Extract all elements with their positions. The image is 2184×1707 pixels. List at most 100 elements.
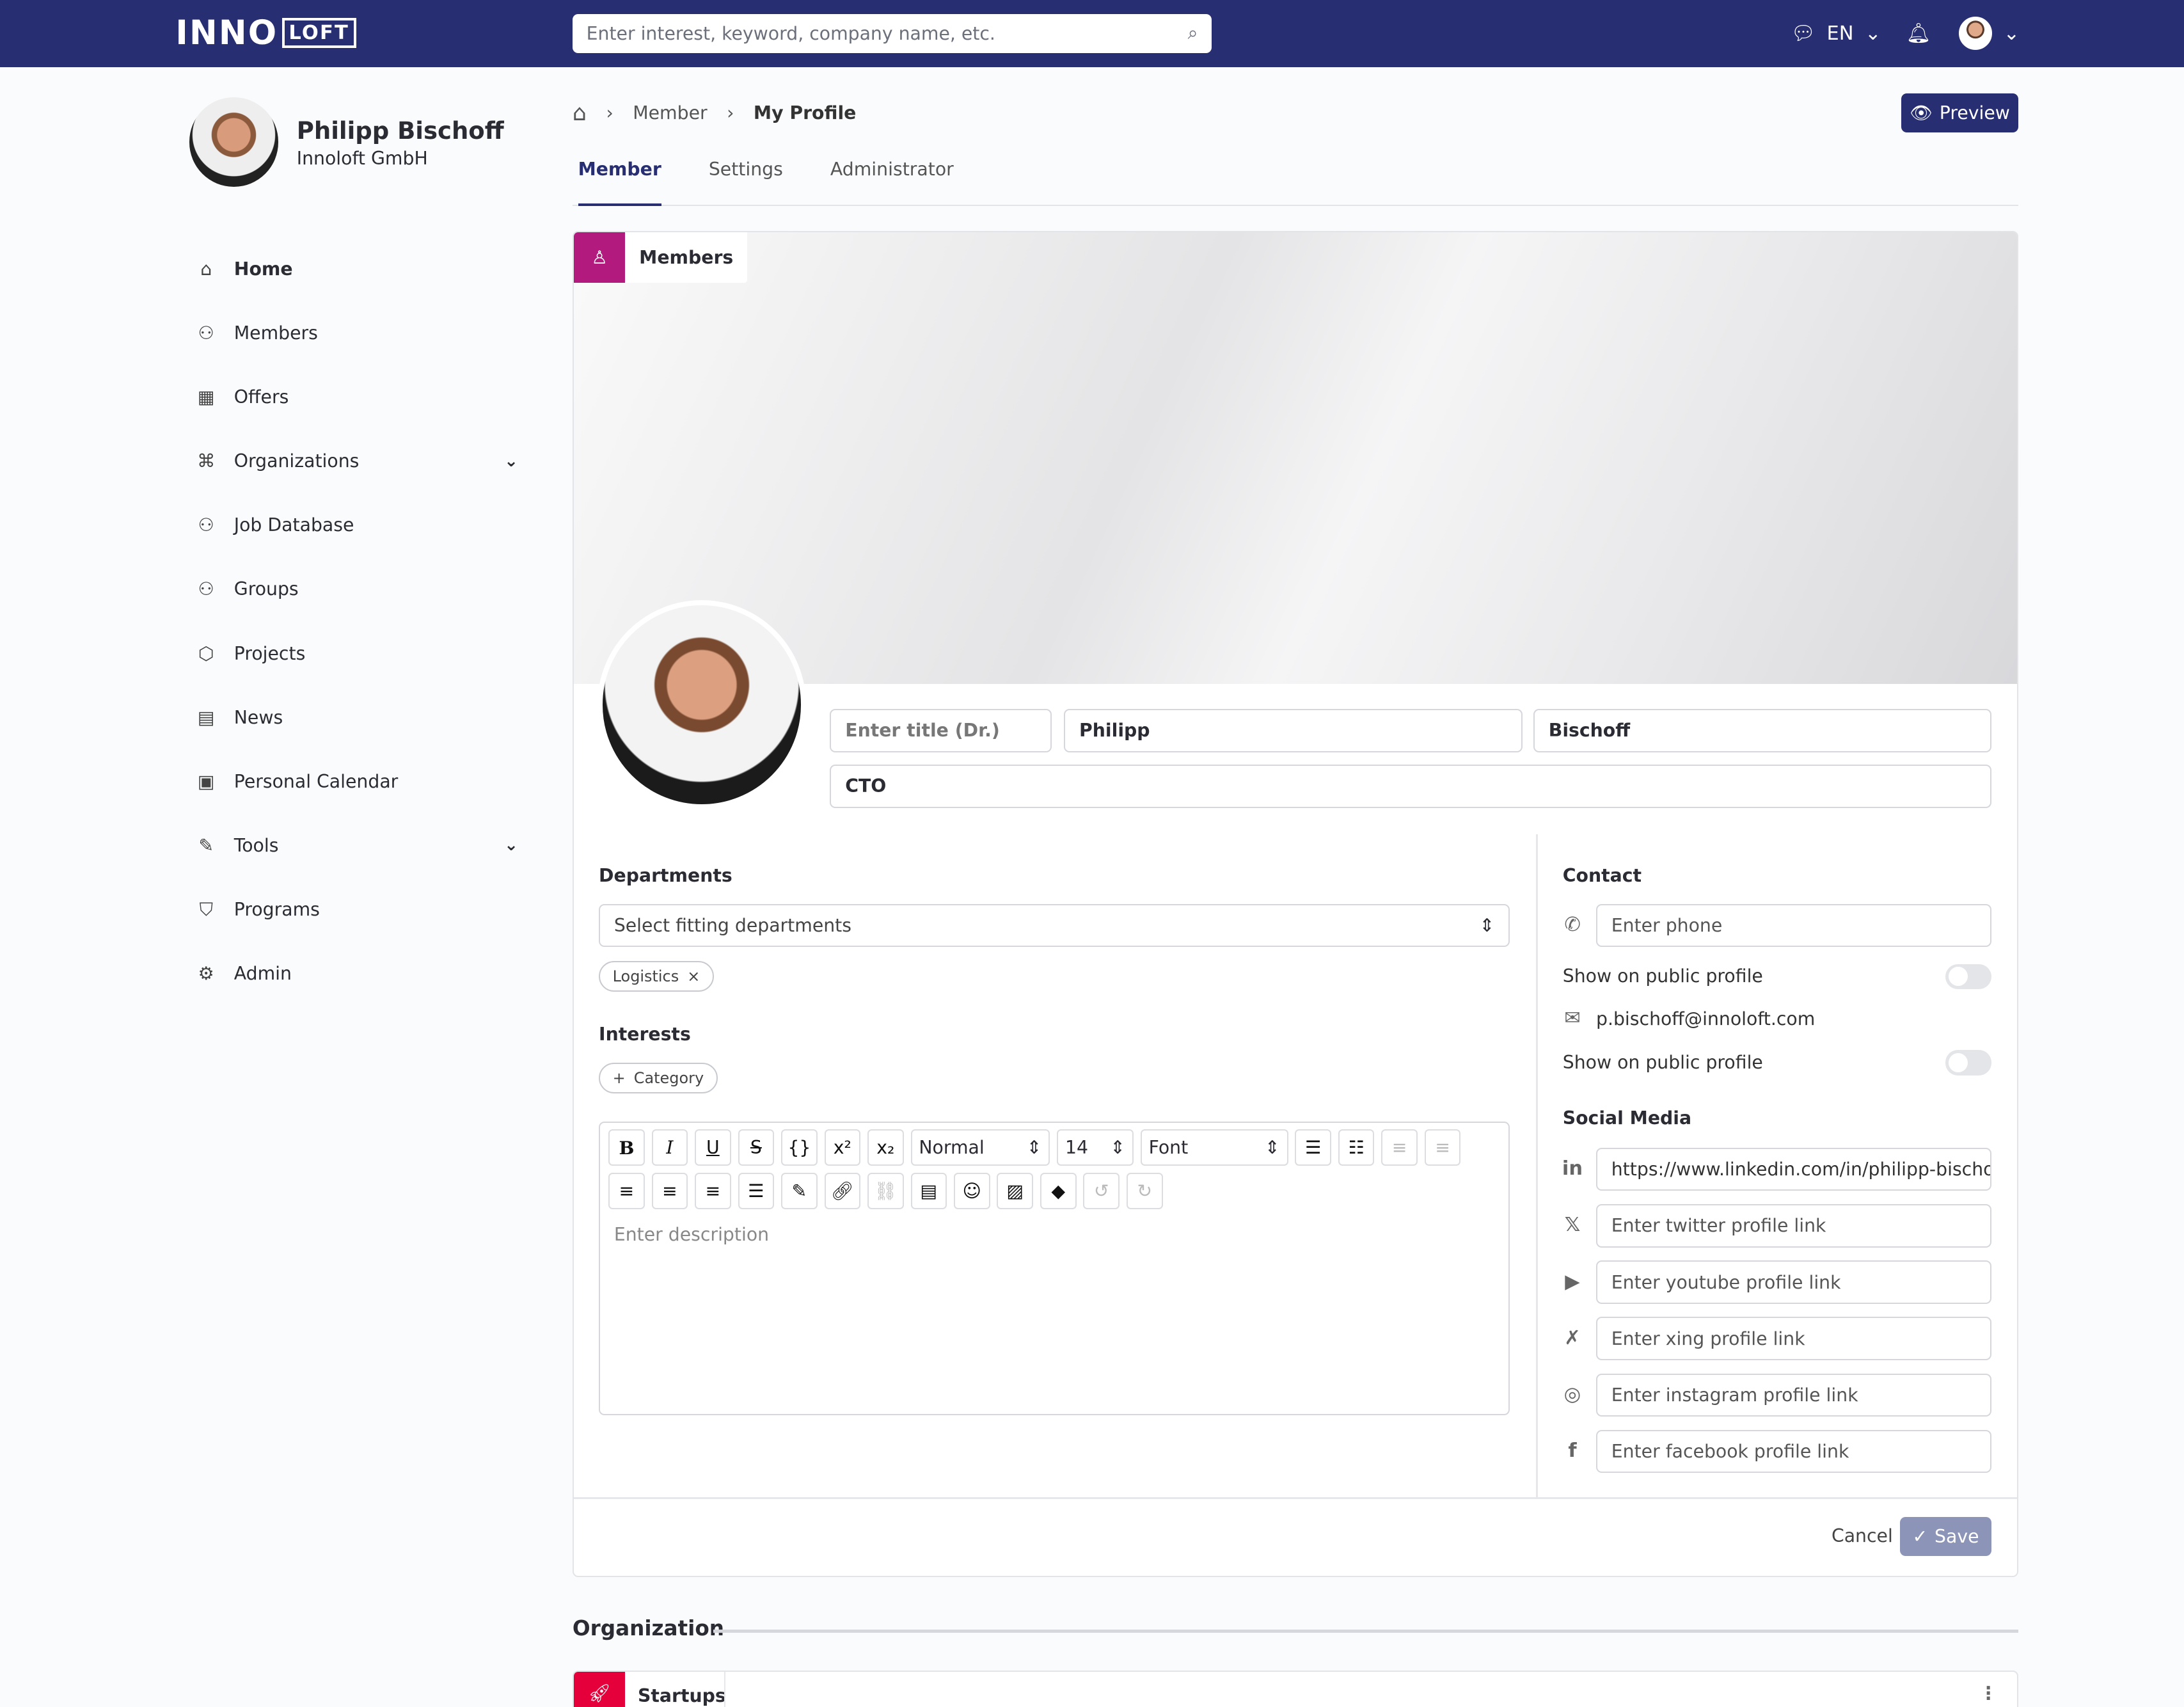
phone-field[interactable]: Enter phone xyxy=(1595,903,1992,948)
mail-icon: ✉ xyxy=(1564,1007,1581,1029)
bullet-list-icon[interactable]: ☰ xyxy=(1295,1129,1331,1166)
chevron-down-icon[interactable]: ⌄ xyxy=(504,451,518,471)
last-name-field[interactable]: Bischoff xyxy=(1533,709,1992,752)
title-field[interactable]: Enter title (Dr.) xyxy=(830,709,1052,752)
xing-field[interactable]: Enter xing profile link xyxy=(1595,1317,1992,1360)
contact-label: Contact xyxy=(1562,864,1642,886)
align-left-icon[interactable]: ≡ xyxy=(608,1172,645,1209)
save-button[interactable]: ✓ Save xyxy=(1899,1516,1992,1556)
sidebar-item-job-database[interactable]: ⚇ Job Database xyxy=(189,493,524,557)
image-icon[interactable]: ▨ xyxy=(997,1172,1034,1209)
underline-button[interactable]: U xyxy=(695,1129,731,1166)
tab-administrator[interactable]: Administrator xyxy=(830,159,954,180)
sidebar-item-label: Home xyxy=(233,258,293,280)
search-icon[interactable]: ⌕ xyxy=(1187,22,1198,44)
embed-icon[interactable]: ▤ xyxy=(910,1172,947,1209)
twitter-value: Enter twitter profile link xyxy=(1611,1215,1826,1237)
personal-calendar-icon: ▣ xyxy=(197,770,215,792)
align-center-icon[interactable]: ≡ xyxy=(651,1172,688,1209)
sidebar-item-groups[interactable]: ⚇ Groups xyxy=(189,557,524,621)
sidebar-item-label: Members xyxy=(233,322,318,344)
sidebar-item-programs[interactable]: ⛉ Programs xyxy=(189,878,524,942)
sidebar-item-projects[interactable]: ⬡ Projects xyxy=(189,621,524,685)
emoji-icon[interactable]: ☺ xyxy=(953,1172,990,1209)
first-name-field[interactable]: Philipp xyxy=(1064,709,1523,752)
sidebar-item-members[interactable]: ⚇ Members xyxy=(189,301,524,365)
search-input[interactable]: Enter interest, keyword, company name, e… xyxy=(572,13,1212,53)
cover-image[interactable] xyxy=(573,232,2017,684)
youtube-icon: ▶ xyxy=(1565,1270,1580,1293)
profile-picture[interactable] xyxy=(597,600,807,809)
sidebar-item-label: News xyxy=(233,706,283,728)
xing-value: Enter xing profile link xyxy=(1611,1328,1805,1349)
indent-icon[interactable]: ≡ xyxy=(1381,1129,1418,1166)
superscript-button[interactable]: x² xyxy=(824,1129,861,1166)
align-right-icon[interactable]: ≡ xyxy=(695,1172,731,1209)
profile-card: ♙ Members Enter title (Dr.) Philipp Bisch… xyxy=(572,231,2018,1577)
sidebar-item-organizations[interactable]: ⌘ Organizations ⌄ xyxy=(189,429,524,493)
description-input[interactable]: Enter description xyxy=(613,1224,770,1246)
font-select[interactable]: Font ⇕ xyxy=(1140,1129,1288,1166)
tab-member[interactable]: Member xyxy=(578,150,661,207)
chevron-down-icon[interactable]: ⌄ xyxy=(504,836,518,855)
logo[interactable]: INNO LOFT xyxy=(175,14,356,52)
language-select[interactable]: EN xyxy=(1826,22,1854,45)
strikethrough-button[interactable]: S xyxy=(738,1129,775,1166)
subscript-button[interactable]: x₂ xyxy=(867,1129,904,1166)
linkedin-field[interactable]: https://www.linkedin.com/in/philipp-bisc… xyxy=(1595,1147,1992,1191)
eraser-icon[interactable]: ◆ xyxy=(1040,1172,1077,1209)
avatar[interactable] xyxy=(1958,17,1993,51)
chevron-down-icon[interactable]: ⌄ xyxy=(2003,22,2020,45)
divider xyxy=(573,1497,2017,1499)
facebook-value: Enter facebook profile link xyxy=(1611,1441,1849,1463)
italic-button[interactable]: I xyxy=(651,1129,688,1166)
departments-select[interactable]: Select fitting departments ⇕ xyxy=(599,903,1510,948)
profile-name: Philipp Bischoff xyxy=(296,116,504,145)
font-size-select[interactable]: 14 ⇕ xyxy=(1057,1129,1134,1166)
position-field[interactable]: CTO xyxy=(830,765,1992,808)
instagram-field[interactable]: Enter instagram profile link xyxy=(1595,1373,1992,1417)
phone-icon: ✆ xyxy=(1564,914,1581,937)
show-email-toggle[interactable] xyxy=(1945,1050,1992,1076)
style-select[interactable]: Normal ⇕ xyxy=(910,1129,1050,1166)
sidebar-item-offers[interactable]: ▦ Offers xyxy=(189,365,524,429)
sidebar-item-home[interactable]: ⌂ Home xyxy=(189,237,524,301)
department-chip: Logistics × xyxy=(599,961,714,992)
chat-icon[interactable]: 💬︎ xyxy=(1791,22,1816,45)
unlink-icon[interactable]: ⛓ xyxy=(867,1172,904,1209)
undo-icon[interactable]: ↺ xyxy=(1083,1172,1120,1209)
home-icon[interactable]: ⌂ xyxy=(572,100,587,126)
sidebar-item-tools[interactable]: ✎ Tools ⌄ xyxy=(189,813,524,877)
twitter-field[interactable]: Enter twitter profile link xyxy=(1595,1204,1992,1248)
sidebar-item-label: Job Database xyxy=(233,514,354,536)
outdent-icon[interactable]: ≡ xyxy=(1424,1129,1461,1166)
color-picker-icon[interactable]: ✎ xyxy=(781,1172,818,1209)
sidebar-item-personal-calendar[interactable]: ▣ Personal Calendar xyxy=(189,749,524,813)
news-icon: ▤ xyxy=(197,706,215,728)
add-category-button[interactable]: + Category xyxy=(599,1063,718,1093)
sidebar-item-news[interactable]: ▤ News xyxy=(189,685,524,749)
first-name-value: Philipp xyxy=(1079,720,1150,742)
preview-button[interactable]: 👁︎ Preview xyxy=(1901,93,2018,132)
profile-avatar xyxy=(189,97,279,187)
email-value: p.bischoff@innoloft.com xyxy=(1595,1008,1816,1030)
title-placeholder: Enter title (Dr.) xyxy=(845,720,1000,742)
link-icon[interactable]: 🔗︎ xyxy=(824,1172,861,1209)
more-options-icon[interactable]: ⋮ xyxy=(1979,1682,1998,1704)
tab-settings[interactable]: Settings xyxy=(708,159,783,180)
bold-button[interactable]: B xyxy=(608,1129,645,1166)
numbered-list-icon[interactable]: ☷ xyxy=(1338,1129,1375,1166)
bell-icon[interactable]: 🔔︎ xyxy=(1906,22,1931,45)
redo-icon[interactable]: ↻ xyxy=(1126,1172,1163,1209)
last-name-value: Bischoff xyxy=(1548,720,1631,742)
facebook-field[interactable]: Enter facebook profile link xyxy=(1595,1429,1992,1473)
breadcrumb-member[interactable]: Member xyxy=(633,102,708,124)
youtube-field[interactable]: Enter youtube profile link xyxy=(1595,1260,1992,1304)
chevron-right-icon: › xyxy=(606,102,613,124)
sidebar-item-admin[interactable]: ⚙ Admin xyxy=(189,942,524,1006)
code-button[interactable]: {} xyxy=(781,1129,818,1166)
show-phone-toggle[interactable] xyxy=(1945,964,1992,989)
align-justify-icon[interactable]: ☰ xyxy=(738,1172,775,1209)
cancel-button[interactable]: Cancel xyxy=(1831,1525,1893,1546)
close-icon[interactable]: × xyxy=(687,967,700,986)
